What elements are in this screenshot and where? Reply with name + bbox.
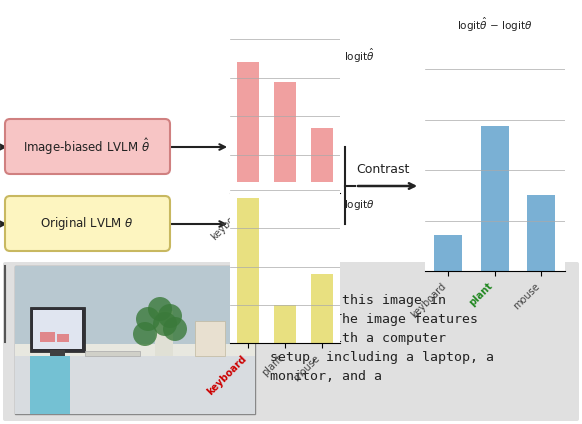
Bar bbox=[33, 310, 82, 349]
Bar bbox=[311, 274, 333, 343]
FancyBboxPatch shape bbox=[3, 262, 579, 421]
Text: logit$\hat{\theta}$ − logit$\theta$: logit$\hat{\theta}$ − logit$\theta$ bbox=[457, 16, 533, 34]
Circle shape bbox=[163, 317, 187, 341]
Bar bbox=[15, 354, 255, 414]
FancyBboxPatch shape bbox=[5, 119, 170, 174]
FancyBboxPatch shape bbox=[5, 196, 170, 251]
Circle shape bbox=[153, 312, 177, 336]
Bar bbox=[15, 266, 255, 414]
Circle shape bbox=[133, 322, 157, 346]
Bar bbox=[434, 235, 462, 271]
Text: Contrast: Contrast bbox=[356, 163, 410, 176]
Bar bbox=[481, 126, 509, 271]
Bar bbox=[85, 351, 140, 356]
Bar bbox=[15, 266, 255, 414]
Text: logit$\hat{\theta}$: logit$\hat{\theta}$ bbox=[344, 47, 375, 65]
Circle shape bbox=[136, 307, 160, 331]
Bar bbox=[527, 195, 555, 271]
Bar bbox=[15, 344, 255, 356]
Bar bbox=[195, 321, 225, 356]
Bar bbox=[311, 128, 333, 193]
Bar bbox=[237, 62, 260, 193]
Circle shape bbox=[158, 304, 182, 328]
Bar bbox=[30, 356, 70, 414]
Bar bbox=[57, 334, 69, 342]
Text: Original LVLM $\theta$: Original LVLM $\theta$ bbox=[40, 215, 134, 232]
Bar bbox=[50, 350, 65, 356]
Bar bbox=[274, 82, 296, 193]
Bar bbox=[274, 305, 296, 343]
Bar bbox=[30, 307, 85, 352]
Circle shape bbox=[148, 297, 172, 321]
Text: Image-biased LVLM $\hat{\theta}$: Image-biased LVLM $\hat{\theta}$ bbox=[23, 137, 151, 157]
Text: logit$\theta$: logit$\theta$ bbox=[344, 198, 375, 212]
Bar bbox=[40, 332, 55, 342]
Text: Describe this image in
detail. The image features
a desk with a computer
setup, : Describe this image in detail. The image… bbox=[270, 294, 494, 383]
Bar bbox=[237, 198, 260, 343]
Bar bbox=[155, 311, 173, 356]
